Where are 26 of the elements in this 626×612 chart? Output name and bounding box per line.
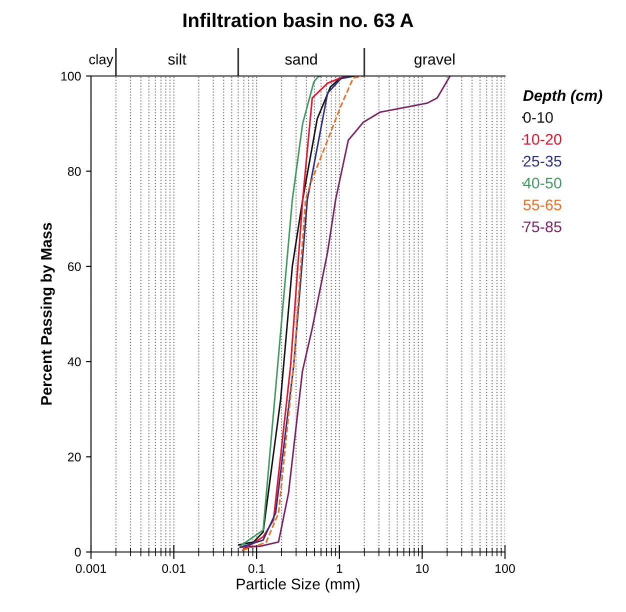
text: 55-65	[524, 200, 562, 210]
legend-title: Depth (cm)	[523, 90, 602, 104]
y-tick-label: 80	[68, 167, 81, 176]
x-tick-label: 1	[336, 564, 342, 573]
x-axis-title: Particle Size (mm)	[236, 578, 360, 592]
x-tick-label: 100	[496, 564, 515, 573]
y-tick-label: 20	[68, 452, 81, 462]
text: sand	[285, 53, 317, 65]
legend-label: 75-85	[524, 221, 562, 232]
x-tick-label: 10	[416, 564, 429, 573]
y-tick-label: 40	[68, 357, 81, 366]
text: gravel	[414, 53, 454, 68]
legend-label: 0-10	[523, 112, 553, 123]
y-tick-label: 0	[74, 548, 81, 557]
legend-label: 40-50	[523, 178, 562, 188]
x-tick-label: 0.1	[248, 564, 265, 573]
x-tick-label: 0.001	[76, 564, 106, 573]
legend-label: 25-35	[524, 156, 562, 167]
y-tick-label: 60	[68, 262, 81, 272]
legend-label: 10-20	[524, 134, 562, 145]
text: silt	[168, 53, 186, 65]
x-tick-label: 0.01	[162, 564, 186, 573]
y-axis-title: Percent Passing by Mass	[40, 222, 55, 405]
chart-title: Infiltration basin no. 63 A	[184, 12, 414, 28]
y-tick-label: 100	[61, 72, 81, 81]
text: clay	[89, 54, 114, 68]
